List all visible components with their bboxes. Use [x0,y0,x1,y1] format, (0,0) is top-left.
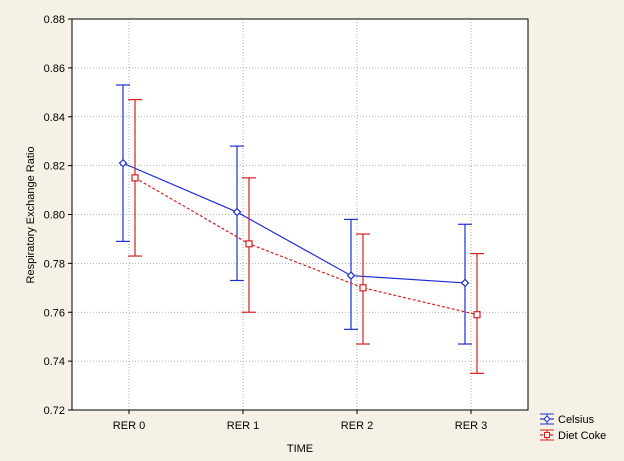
x-tick-label: RER 2 [341,420,373,432]
point-diet-coke [245,240,253,248]
x-axis-title: TIME [287,443,313,455]
point-diet-coke [473,311,481,319]
legend-label-diet-coke: Diet Coke [558,430,606,442]
legend-marker-celsius [540,413,554,425]
point-diet-coke [359,284,367,292]
y-tick-label: 0.74 [44,356,65,368]
y-tick-label: 0.82 [44,161,65,173]
point-diet-coke [131,174,139,182]
series-layer [116,84,484,374]
x-axis-ticks: RER 0 RER 1 RER 2 RER 3 [113,410,487,432]
point-celsius [232,207,242,217]
x-tick-label: RER 1 [227,420,259,432]
x-tick-label: RER 3 [455,420,487,432]
series-celsius [116,84,472,345]
y-tick-label: 0.88 [44,14,65,26]
y-tick-label: 0.80 [44,210,65,222]
y-tick-label: 0.78 [44,258,65,270]
x-tick-label: RER 0 [113,420,145,432]
series-line-diet-coke [134,177,478,316]
legend-label-celsius: Celsius [558,414,595,426]
y-tick-label: 0.84 [44,112,65,124]
point-celsius [118,158,128,168]
point-celsius [460,278,470,288]
series-diet-coke [128,99,484,374]
grid-layer [72,19,528,410]
y-tick-label: 0.72 [44,405,65,417]
point-celsius [346,271,356,280]
y-tick-label: 0.86 [44,63,65,75]
y-axis-title: Respiratory Exchange Ratio [25,147,37,284]
y-tick-label: 0.76 [44,307,65,319]
y-axis-ticks: 0.72 0.74 0.76 0.78 0.80 0.82 0.84 0.86 0.88 [44,14,72,417]
series-line-celsius [122,162,466,284]
legend-marker-diet-coke [540,429,554,441]
legend: Celsius Diet Coke [540,413,606,442]
